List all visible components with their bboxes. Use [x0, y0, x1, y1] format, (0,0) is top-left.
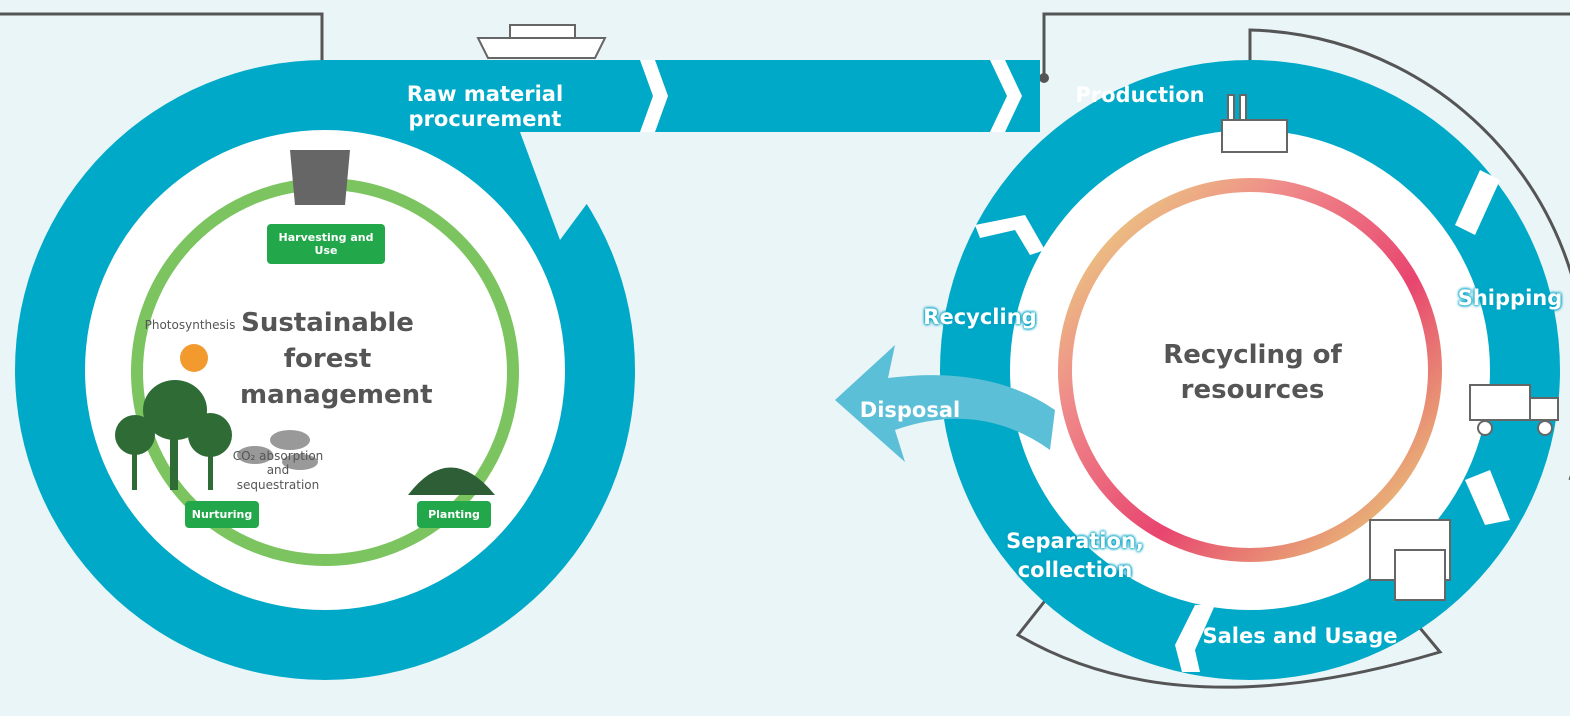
- forest-stage: Planting: [417, 501, 491, 528]
- forest-note: Photosynthesis: [140, 318, 240, 332]
- stage-label: Recycling: [920, 305, 1040, 330]
- stage-label: Production: [1070, 83, 1210, 108]
- sun-icon: [180, 344, 208, 372]
- forest-stage: Harvesting and Use: [267, 224, 385, 264]
- forest-note: CO₂ absorption and sequestration: [228, 449, 328, 492]
- stage-label: Shipping: [1455, 286, 1565, 311]
- forest-stage: Nurturing: [185, 501, 259, 528]
- stump-icon: [290, 150, 350, 205]
- center-title: Recycling of resources: [1160, 338, 1345, 408]
- center-title: Sustainable forest management: [240, 306, 415, 414]
- stage-label: Separation, collection: [1005, 527, 1145, 586]
- diagram: Raw material procurement Production Ship…: [0, 0, 1570, 716]
- stage-label: Disposal: [850, 398, 970, 423]
- stage-label: Sales and Usage: [1200, 624, 1400, 649]
- connector-dot: [1039, 73, 1049, 83]
- ship-icon: [478, 25, 605, 58]
- stage-label: Raw material procurement: [330, 82, 640, 132]
